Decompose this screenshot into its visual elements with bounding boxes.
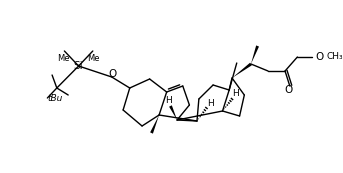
Text: H: H — [207, 99, 214, 108]
Polygon shape — [232, 63, 252, 78]
Text: tBu: tBu — [47, 94, 63, 103]
Text: O: O — [109, 69, 117, 79]
Text: O: O — [285, 85, 293, 95]
Text: Me: Me — [57, 54, 70, 63]
Polygon shape — [169, 105, 177, 120]
Text: Si: Si — [74, 61, 83, 71]
Text: Me: Me — [87, 54, 100, 63]
Text: CH₃: CH₃ — [327, 52, 343, 61]
Text: H: H — [165, 97, 172, 106]
Text: O: O — [315, 52, 323, 62]
Polygon shape — [150, 115, 159, 134]
Polygon shape — [251, 45, 259, 64]
Text: H: H — [233, 89, 239, 98]
